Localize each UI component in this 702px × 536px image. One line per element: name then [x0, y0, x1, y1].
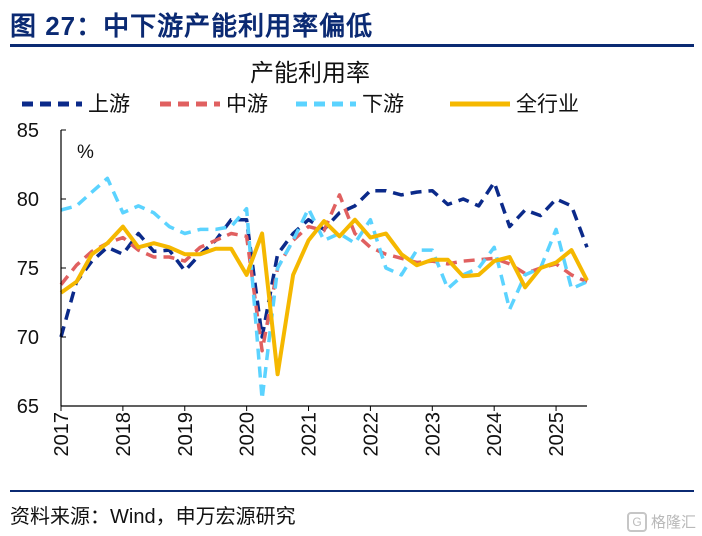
x-tick-label: 2020	[237, 412, 259, 457]
series-line-1	[59, 193, 588, 353]
watermark-text: 格隆汇	[650, 514, 696, 531]
axes: 65 70 75 80 85 2017 2018 2019 2020 2021 2022 2023 20…	[17, 120, 587, 457]
legend-label-0: 上游	[88, 93, 130, 116]
x-tick-label: 2017	[51, 412, 73, 457]
legend-label-2: 下游	[362, 93, 404, 116]
y-unit-label: %	[77, 142, 94, 163]
watermark: G 格隆汇	[626, 511, 696, 532]
legend-label-3: 全行业	[516, 93, 579, 116]
chart-title: 产能利用率	[250, 60, 370, 87]
x-tick-label: 2021	[299, 412, 321, 457]
chart-legend: 上游 中游 下游 全行业	[22, 93, 579, 116]
series-line-3	[59, 217, 589, 377]
y-tick-label: 65	[17, 396, 39, 418]
x-tick-label: 2018	[113, 412, 135, 457]
figure-title: 图 27：中下游产能利用率偏低	[10, 11, 374, 41]
legend-label-1: 中游	[226, 93, 268, 116]
capacity-utilization-chart: 产能利用率 上游 中游 下游 全行业 % 65 70 75 80 85 2017 2018 2019…	[17, 60, 589, 457]
y-tick-label: 70	[17, 327, 39, 349]
g-logo-icon: G	[626, 511, 647, 532]
source-note: 资料来源：Wind，申万宏源研究	[10, 506, 296, 528]
y-tick-label: 85	[17, 120, 39, 142]
x-tick-label: 2024	[484, 412, 506, 457]
x-tick-label: 2022	[360, 412, 382, 457]
y-tick-label: 75	[17, 258, 39, 280]
x-tick-label: 2023	[422, 412, 444, 457]
header-divider	[10, 44, 694, 47]
series-line-2	[60, 176, 588, 401]
x-tick-label: 2025	[546, 412, 568, 457]
series-layer	[59, 176, 589, 401]
x-tick-label: 2019	[175, 412, 197, 457]
footer-divider	[10, 490, 694, 492]
y-tick-label: 80	[17, 189, 39, 211]
